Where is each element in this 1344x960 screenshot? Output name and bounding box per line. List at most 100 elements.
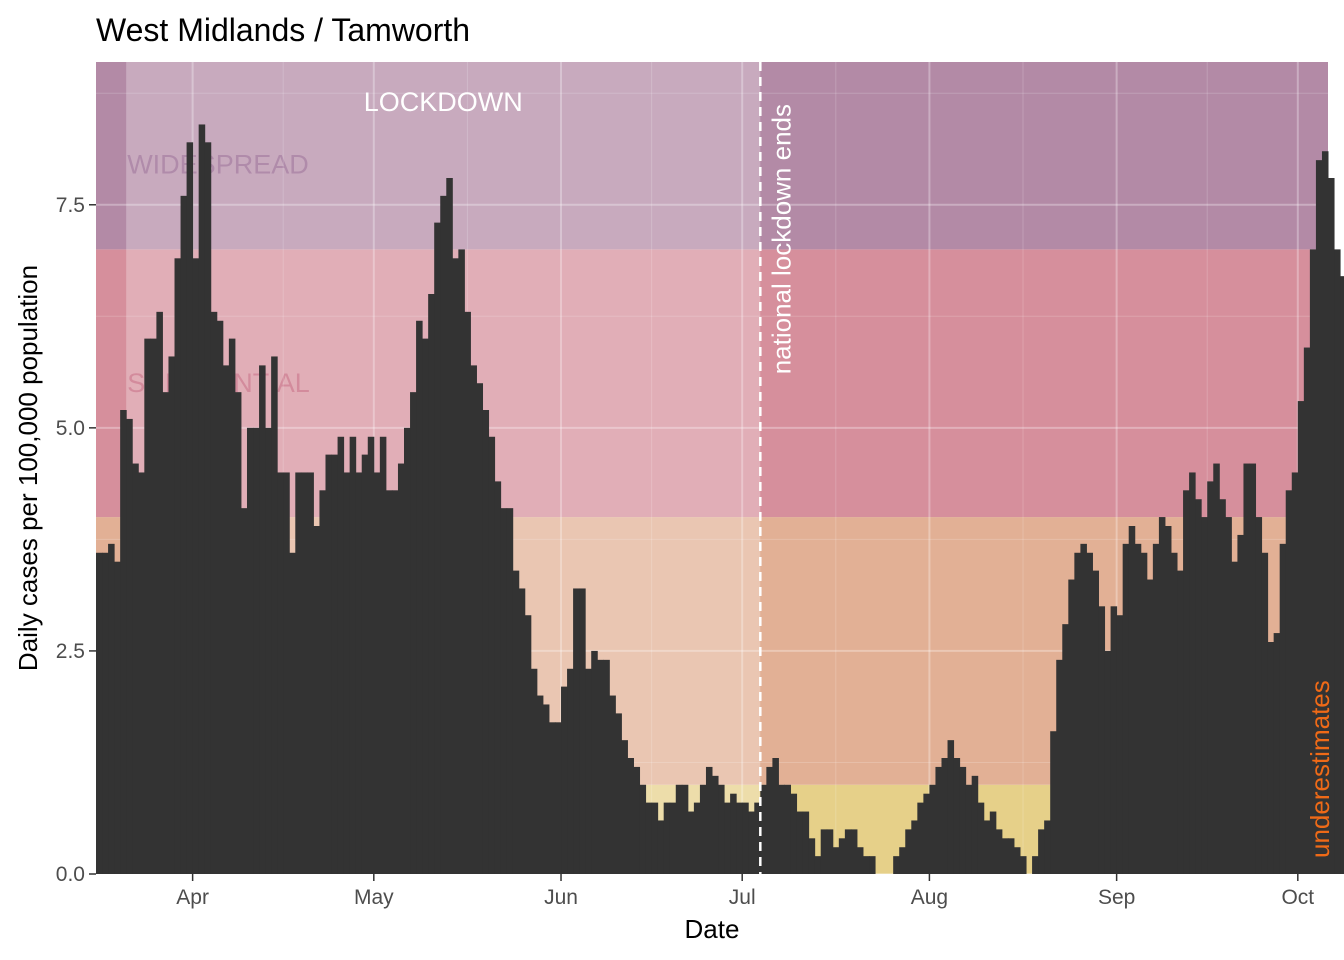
bar xyxy=(1279,543,1287,874)
bar xyxy=(971,775,979,874)
bar xyxy=(174,258,182,874)
bar xyxy=(343,472,351,874)
bar xyxy=(355,472,363,874)
bar xyxy=(718,784,725,874)
bar xyxy=(1013,847,1021,874)
bar xyxy=(1237,534,1244,874)
bar xyxy=(512,570,520,874)
bar xyxy=(856,847,864,874)
bar xyxy=(102,552,109,874)
bar xyxy=(536,695,544,874)
bar xyxy=(1207,481,1214,874)
bar xyxy=(1255,517,1263,874)
zone-band-3 xyxy=(96,62,1328,250)
bar xyxy=(832,847,840,874)
bar xyxy=(319,490,326,874)
bar xyxy=(1086,552,1093,874)
bar xyxy=(567,668,574,874)
bar xyxy=(893,856,900,874)
bar xyxy=(228,338,236,875)
bar xyxy=(428,294,435,874)
bar xyxy=(917,802,924,874)
bar xyxy=(446,178,453,874)
bar xyxy=(651,802,659,874)
bar xyxy=(210,311,218,874)
bar xyxy=(416,320,423,874)
bar xyxy=(826,829,834,874)
bar xyxy=(1007,838,1015,874)
bar xyxy=(621,740,628,874)
bar xyxy=(240,508,248,874)
bar xyxy=(410,392,417,874)
bar xyxy=(615,713,622,874)
bar xyxy=(1032,856,1039,874)
bar xyxy=(506,508,514,874)
bar xyxy=(530,668,538,874)
bar xyxy=(796,811,804,874)
bar xyxy=(1110,606,1118,874)
bar xyxy=(1340,276,1344,875)
bar xyxy=(108,543,115,874)
bar xyxy=(1225,517,1232,874)
bar xyxy=(246,427,254,874)
zone-label-3: WIDESPREAD xyxy=(127,150,309,180)
bar xyxy=(1170,552,1178,874)
bar xyxy=(675,784,683,874)
bar xyxy=(198,124,206,874)
y-axis-title: Daily cases per 100,000 population xyxy=(13,265,43,671)
bar xyxy=(301,472,308,874)
bar xyxy=(494,481,502,874)
bar xyxy=(500,508,508,874)
bar xyxy=(482,410,490,874)
axes: 0.0 2.5 5.0 7.5 Apr May Jun Jul Aug Sep Oct xyxy=(56,194,1315,909)
bar xyxy=(633,766,641,874)
bar xyxy=(349,436,357,874)
bar xyxy=(705,766,713,874)
y-tick-label: 7.5 xyxy=(56,194,85,217)
bar xyxy=(959,766,967,874)
x-tick-label: Sep xyxy=(1098,886,1135,909)
bar xyxy=(1122,543,1130,874)
bar xyxy=(1273,633,1281,874)
bar xyxy=(120,410,127,874)
bar xyxy=(180,195,188,874)
bar xyxy=(1092,570,1100,874)
bar xyxy=(192,258,200,874)
bar xyxy=(452,258,459,874)
bar xyxy=(265,427,272,874)
bar xyxy=(337,436,345,874)
bar xyxy=(114,561,121,874)
bar xyxy=(603,659,610,874)
lockdown-end-label: national lockdown ends xyxy=(766,104,796,374)
bar xyxy=(838,838,846,874)
bar xyxy=(138,472,145,874)
bar xyxy=(1297,401,1305,874)
bar xyxy=(361,454,369,874)
bar xyxy=(162,392,169,874)
bar xyxy=(283,472,290,874)
y-tick-label: 0.0 xyxy=(56,863,85,886)
bar xyxy=(1315,160,1323,875)
bar xyxy=(1261,552,1269,874)
bar xyxy=(150,338,157,875)
bar xyxy=(548,722,556,874)
y-tick-label: 5.0 xyxy=(56,417,85,440)
bar xyxy=(397,463,405,874)
bar xyxy=(524,615,532,874)
bar xyxy=(1183,490,1190,874)
bar xyxy=(325,454,333,874)
x-tick-label: Aug xyxy=(911,886,948,909)
bar xyxy=(1056,659,1063,874)
bar xyxy=(1321,151,1329,874)
bar xyxy=(331,454,339,874)
overlays: LOCKDOWN national lockdown ends underestim… xyxy=(364,62,1335,874)
bar xyxy=(96,552,103,874)
annotation-underestimates: underestimates xyxy=(1305,680,1335,858)
bar xyxy=(422,338,429,875)
zone-band-2 xyxy=(96,249,1328,518)
bar xyxy=(669,802,677,874)
bar xyxy=(766,766,773,874)
bar xyxy=(585,668,592,874)
bar xyxy=(1146,579,1154,874)
